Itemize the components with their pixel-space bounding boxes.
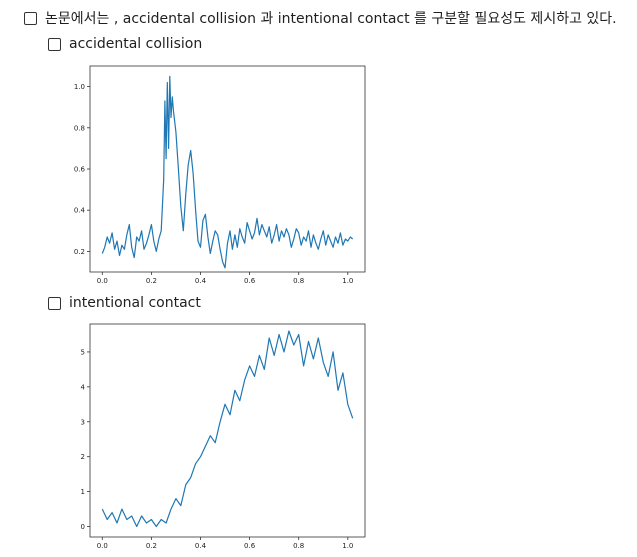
- x-tick-label: 0.8: [293, 277, 304, 285]
- checkbox-accidental-collision[interactable]: [48, 37, 61, 51]
- todo-item-intentional-contact: intentional contact: [48, 295, 201, 311]
- y-tick-label: 4: [81, 383, 86, 391]
- series-line-0: [101, 75, 354, 269]
- todo-text-main: 논문에서는 , accidental collision 과 intention…: [45, 11, 617, 27]
- x-tick-label: 0.4: [195, 277, 207, 285]
- x-tick-label: 0.6: [244, 277, 256, 285]
- todo-text-accidental-collision: accidental collision: [69, 36, 203, 52]
- x-tick-label: 0.8: [293, 542, 304, 550]
- y-tick-label: 0: [81, 523, 85, 531]
- checkbox-intentional-contact[interactable]: [48, 296, 61, 310]
- x-tick-label: 0.0: [97, 542, 108, 550]
- plot-frame: [89, 323, 366, 538]
- todo-item-accidental-collision: accidental collision: [48, 36, 202, 52]
- x-tick-label: 1.0: [342, 542, 353, 550]
- y-tick-label: 2: [81, 453, 85, 461]
- intentional-contact-chart: 0.0 0.2 0.4 0.6 0.8 1.0 0 1 2 3 4 5: [81, 323, 366, 550]
- x-tick-label: 0.6: [244, 542, 256, 550]
- y-tick-label: 0.6: [74, 166, 86, 174]
- y-tick-label: 1: [81, 488, 85, 496]
- x-tick-label: 0.0: [97, 277, 108, 285]
- y-tick-label: 0.4: [74, 207, 86, 215]
- accidental-collision-chart: 0.0 0.2 0.4 0.6 0.8 1.0 0.2 0.4 0.6 0.8 1.0: [74, 65, 366, 285]
- y-tick-label: 1.0: [74, 83, 85, 91]
- y-tick-label: 0.8: [74, 124, 85, 132]
- series-line-0: [101, 330, 354, 528]
- x-tick-label: 1.0: [342, 277, 353, 285]
- y-tick-label: 3: [81, 418, 85, 426]
- x-tick-label: 0.4: [195, 542, 207, 550]
- todo-item-main: 논문에서는 , accidental collision 과 intention…: [24, 8, 617, 28]
- checkbox-main[interactable]: [24, 11, 37, 25]
- y-tick-label: 0.2: [74, 248, 85, 256]
- todo-text-intentional-contact: intentional contact: [69, 295, 201, 311]
- y-tick-label: 5: [81, 348, 85, 356]
- x-tick-label: 0.2: [146, 277, 157, 285]
- x-tick-label: 0.2: [146, 542, 157, 550]
